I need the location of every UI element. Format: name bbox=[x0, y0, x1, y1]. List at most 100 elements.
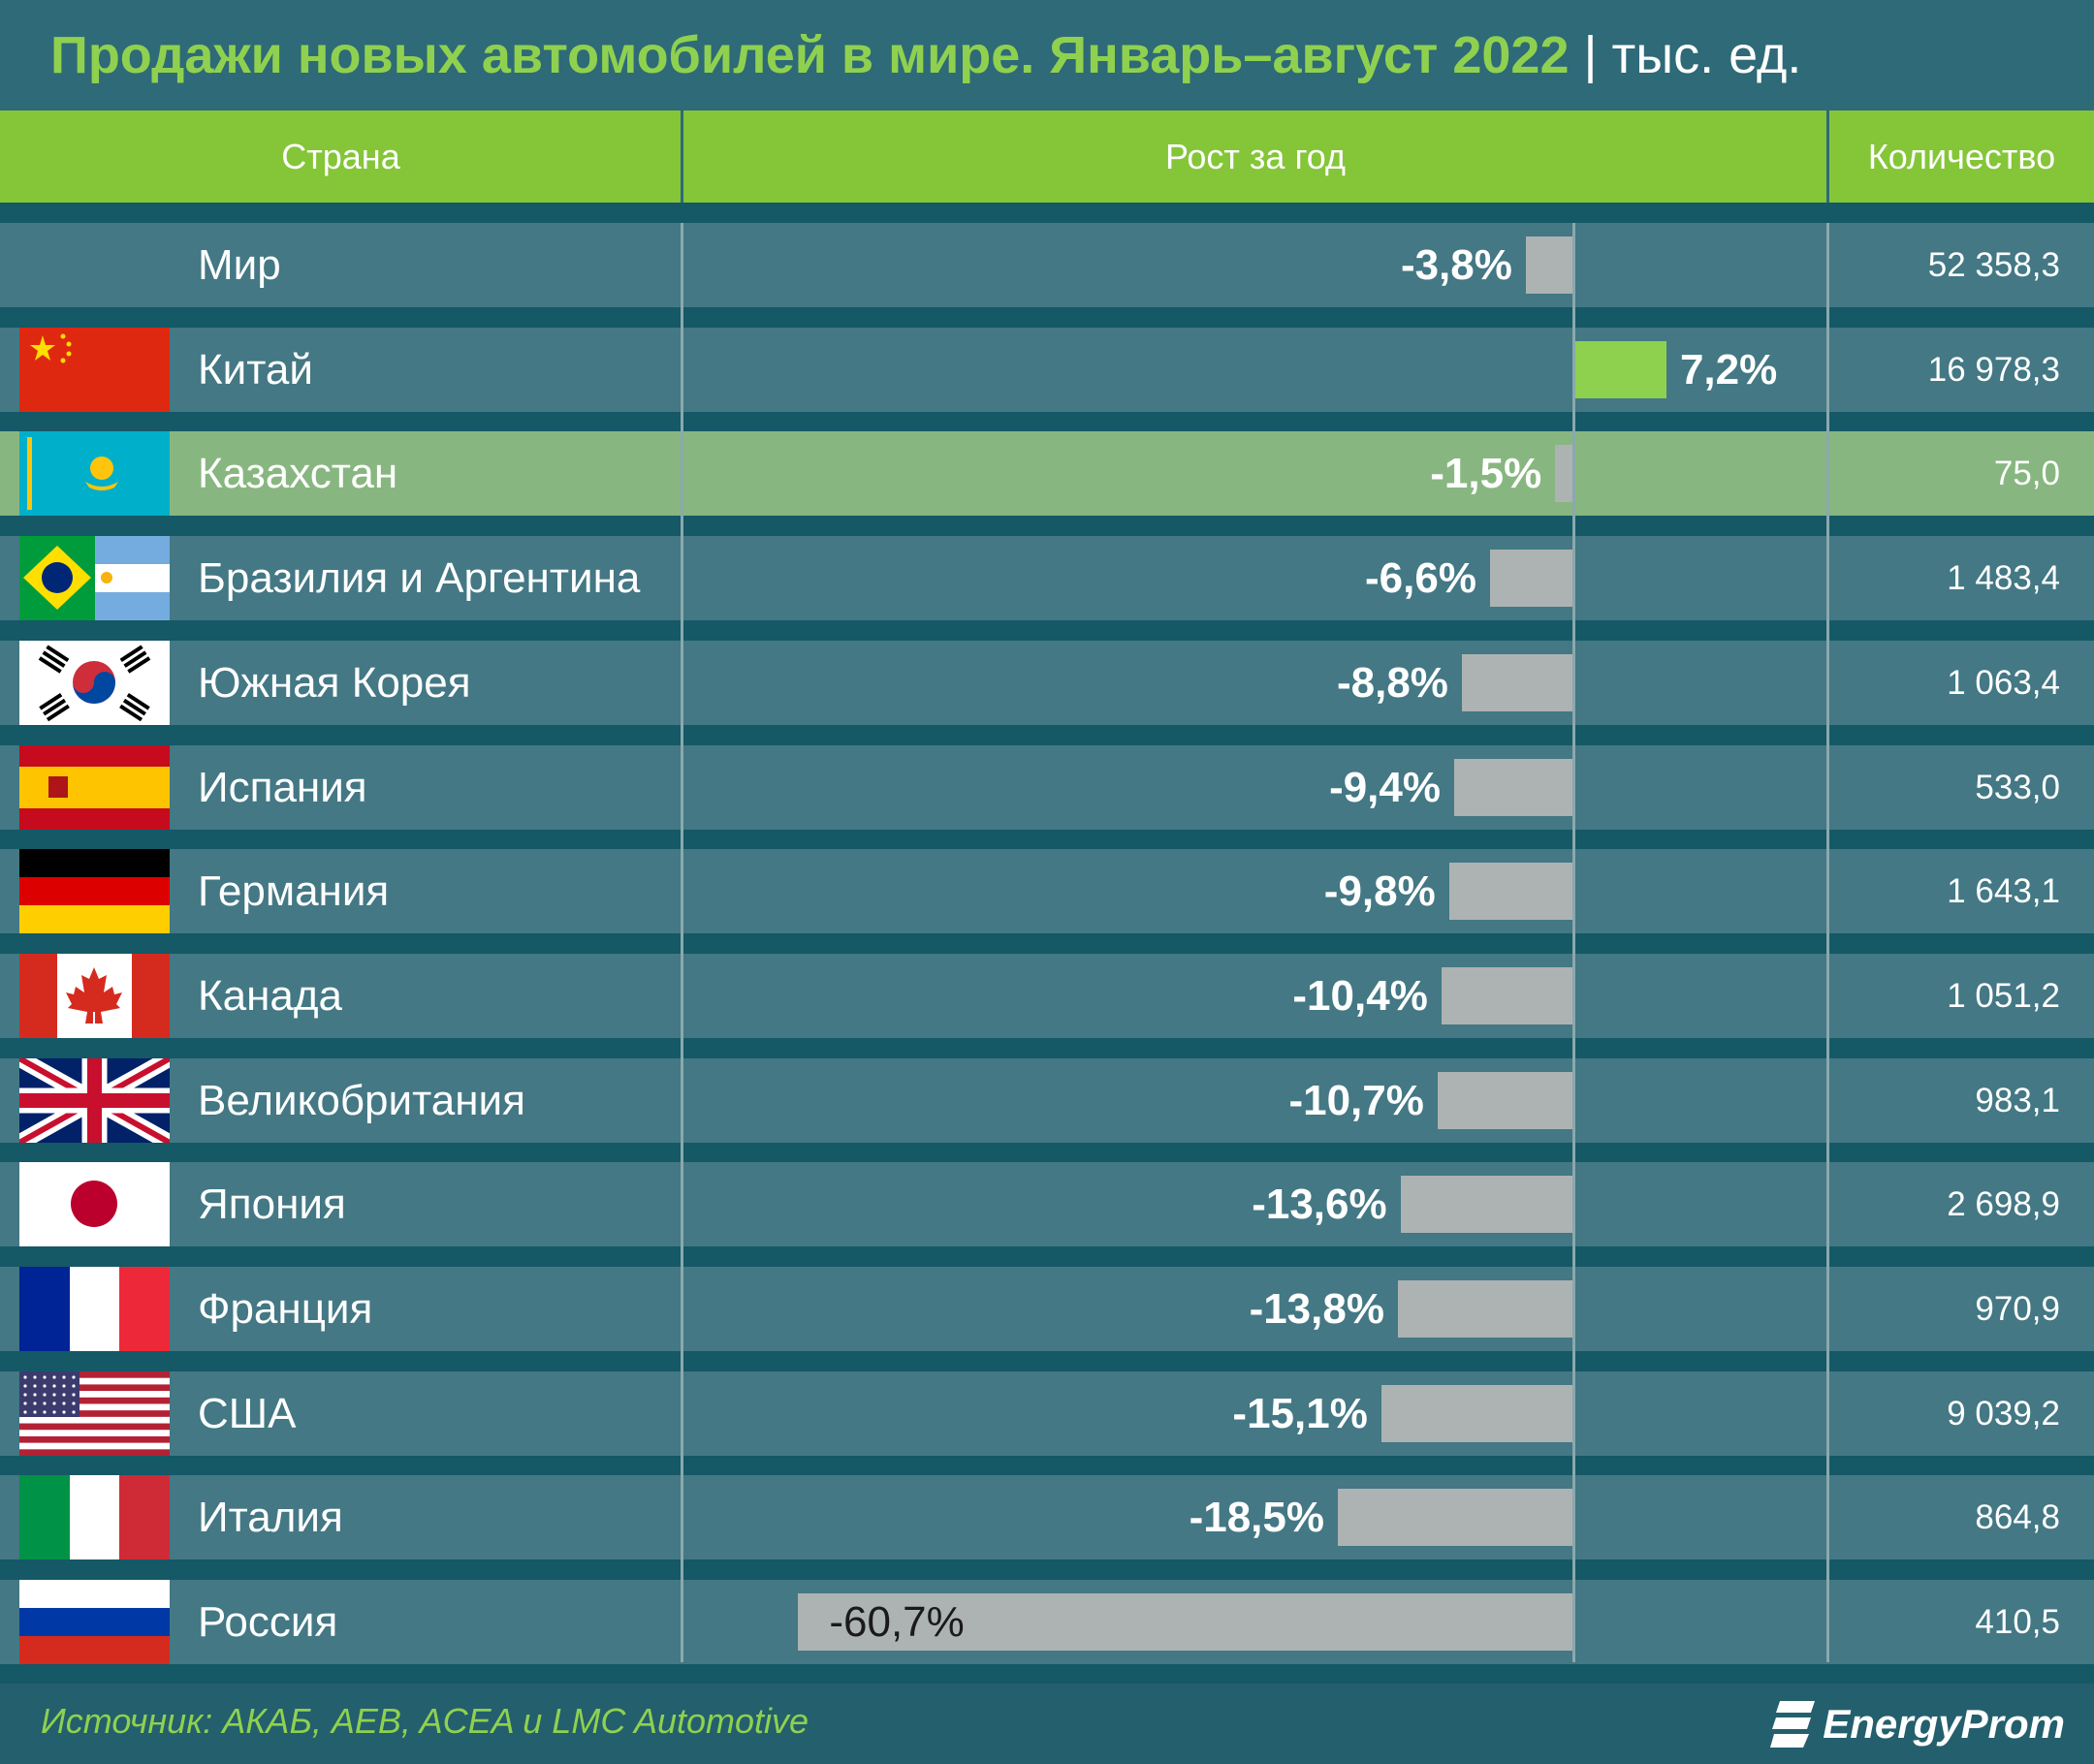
growth-label: -13,8% bbox=[1249, 1285, 1384, 1333]
count-value: 970,9 bbox=[1975, 1290, 2060, 1328]
growth-label: -9,4% bbox=[1329, 763, 1442, 811]
growth-bar bbox=[1461, 653, 1574, 711]
country-name: Великобритания bbox=[198, 1076, 525, 1124]
country-name: Германия bbox=[198, 867, 390, 916]
count-value: 9 039,2 bbox=[1947, 1394, 2060, 1433]
growth-label: -10,7% bbox=[1288, 1076, 1424, 1124]
country-name: Казахстан bbox=[198, 450, 398, 498]
growth-label: -18,5% bbox=[1189, 1494, 1324, 1542]
growth-bar bbox=[1400, 1176, 1574, 1234]
country-name: Италия bbox=[198, 1494, 343, 1542]
growth-bar bbox=[1574, 340, 1666, 398]
china-flag bbox=[19, 327, 170, 412]
title-unit: тыс. ед. bbox=[1611, 26, 1802, 84]
spain-flag bbox=[19, 744, 170, 830]
growth-label: -60,7% bbox=[829, 1598, 965, 1647]
table-row: США -15,1% 9 039,2 bbox=[0, 1370, 2094, 1456]
italy-flag bbox=[19, 1475, 170, 1560]
chart-title: Продажи новых автомобилей в мире. Январь… bbox=[50, 25, 1801, 85]
growth-label: -8,8% bbox=[1336, 658, 1448, 707]
growth-label: -6,6% bbox=[1365, 554, 1476, 603]
table-row: Канада -10,4% 1 051,2 bbox=[0, 953, 2094, 1038]
growth-label: -3,8% bbox=[1400, 241, 1512, 289]
count-value: 1 063,4 bbox=[1947, 663, 2060, 702]
logo-text: EnergyProm bbox=[1823, 1701, 2065, 1747]
france-flag bbox=[19, 1267, 170, 1351]
count-value: 75,0 bbox=[1993, 455, 2060, 493]
count-value: 52 358,3 bbox=[1927, 246, 2060, 284]
country-name: Мир bbox=[198, 241, 281, 289]
growth-label: 7,2% bbox=[1679, 345, 1778, 394]
header-count: Количество bbox=[1867, 137, 2056, 176]
zero-axis-line bbox=[1572, 223, 1575, 1662]
table-row: Казахстан -1,5% 75,0 bbox=[0, 431, 2094, 517]
table-row: Бразилия и Аргентина -6,6% 1 483,4 bbox=[0, 536, 2094, 621]
table-row: Германия -9,8% 1 643,1 bbox=[0, 849, 2094, 934]
growth-bar bbox=[1337, 1489, 1574, 1547]
country-name: Китай bbox=[198, 345, 313, 394]
germany-flag bbox=[19, 849, 170, 934]
title-main: Продажи новых автомобилей в мире. Январь… bbox=[50, 26, 1570, 84]
table-header: Страна Рост за год Количество bbox=[0, 110, 2094, 203]
brazil-argentina-flag bbox=[19, 536, 170, 621]
source-note: Источник: АКАБ, AEB, ACEA и LMC Automoti… bbox=[41, 1701, 809, 1741]
energyprom-logo: EnergyProm bbox=[1770, 1695, 2065, 1753]
count-value: 410,5 bbox=[1975, 1603, 2060, 1642]
table-row: Южная Корея -8,8% 1 063,4 bbox=[0, 640, 2094, 725]
growth-label: -10,4% bbox=[1292, 971, 1428, 1020]
usa-flag bbox=[19, 1370, 170, 1456]
country-name: Япония bbox=[198, 1181, 346, 1229]
count-value: 533,0 bbox=[1975, 768, 2060, 806]
growth-bar bbox=[1489, 550, 1574, 608]
growth-bar bbox=[1525, 236, 1574, 294]
column-divider bbox=[681, 223, 683, 1662]
growth-label: -9,8% bbox=[1323, 867, 1436, 916]
growth-bar bbox=[1454, 758, 1574, 816]
header-country: Страна bbox=[281, 137, 400, 176]
title-separator: | bbox=[1569, 26, 1612, 84]
japan-flag bbox=[19, 1162, 170, 1247]
count-value: 1 483,4 bbox=[1947, 559, 2060, 598]
count-value: 1 051,2 bbox=[1947, 976, 2060, 1015]
header-divider bbox=[681, 110, 683, 203]
table-row: Италия -18,5% 864,8 bbox=[0, 1475, 2094, 1560]
footer: Источник: АКАБ, AEB, ACEA и LMC Automoti… bbox=[0, 1684, 2094, 1764]
growth-bar bbox=[1441, 966, 1574, 1024]
uk-flag bbox=[19, 1057, 170, 1143]
table-row: Китай 7,2% 16 978,3 bbox=[0, 327, 2094, 412]
table-row: Великобритания -10,7% 983,1 bbox=[0, 1057, 2094, 1143]
growth-bar bbox=[1380, 1384, 1574, 1442]
column-divider bbox=[1826, 223, 1829, 1662]
country-name: Франция bbox=[198, 1285, 373, 1333]
count-value: 864,8 bbox=[1975, 1498, 2060, 1537]
russia-flag bbox=[19, 1580, 170, 1665]
growth-bar bbox=[1437, 1071, 1574, 1129]
table-row: Япония -13,6% 2 698,9 bbox=[0, 1162, 2094, 1247]
table-row: Испания -9,4% 533,0 bbox=[0, 744, 2094, 830]
count-value: 1 643,1 bbox=[1947, 872, 2060, 911]
kazakhstan-flag bbox=[19, 431, 170, 517]
country-name: Канада bbox=[198, 971, 343, 1020]
country-name: Бразилия и Аргентина bbox=[198, 554, 641, 603]
growth-label: -1,5% bbox=[1430, 450, 1542, 498]
growth-bar bbox=[1555, 445, 1574, 503]
canada-flag bbox=[19, 953, 170, 1038]
count-value: 16 978,3 bbox=[1927, 350, 2060, 389]
country-name: США bbox=[198, 1389, 297, 1437]
table-row: Франция -13,8% 970,9 bbox=[0, 1267, 2094, 1351]
growth-label: -15,1% bbox=[1232, 1389, 1368, 1437]
growth-label: -13,6% bbox=[1252, 1181, 1387, 1229]
country-name: Южная Корея bbox=[198, 658, 471, 707]
logo-icon bbox=[1770, 1701, 1816, 1748]
count-value: 2 698,9 bbox=[1947, 1185, 2060, 1224]
title-bar: Продажи новых автомобилей в мире. Январь… bbox=[0, 0, 2094, 110]
header-divider bbox=[1826, 110, 1829, 203]
south-korea-flag bbox=[19, 640, 170, 725]
country-name: Испания bbox=[198, 763, 367, 811]
header-growth: Рост за год bbox=[1164, 137, 1347, 176]
growth-bar bbox=[1448, 863, 1574, 921]
country-name: Россия bbox=[198, 1598, 338, 1647]
count-value: 983,1 bbox=[1975, 1081, 2060, 1119]
growth-bar bbox=[798, 1593, 1574, 1652]
table-row: Мир -3,8% 52 358,3 bbox=[0, 223, 2094, 307]
